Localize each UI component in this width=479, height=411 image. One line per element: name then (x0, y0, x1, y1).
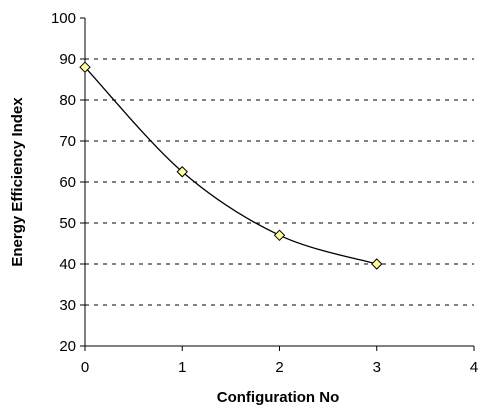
x-tick-label: 2 (275, 359, 283, 376)
y-tick-labels: 20 30 40 50 60 70 80 90 100 (51, 10, 76, 355)
y-tick-label: 30 (59, 297, 76, 314)
x-tick-label: 4 (470, 359, 478, 376)
y-tick-label: 20 (59, 338, 76, 355)
y-tick-label: 40 (59, 256, 76, 273)
x-tick-label: 3 (373, 359, 381, 376)
x-axis-title: Configuration No (217, 389, 339, 406)
data-point-marker (79, 61, 91, 73)
data-point-marker (176, 166, 188, 178)
axes (80, 17, 475, 351)
data-point-marker (371, 258, 383, 270)
y-tick-label: 80 (59, 92, 76, 109)
y-tick-label: 50 (59, 215, 76, 232)
y-tick-label: 60 (59, 174, 76, 191)
y-axis-title: Energy Efficiency Index (9, 97, 26, 267)
x-tick-labels: 0 1 2 3 4 (81, 359, 478, 376)
x-tick-label: 1 (178, 359, 186, 376)
y-tick-label: 90 (59, 51, 76, 68)
y-tick-label: 100 (51, 10, 76, 27)
x-tick-label: 0 (81, 359, 89, 376)
series-group (79, 61, 383, 270)
series-line (84, 66, 377, 265)
data-point-marker (273, 229, 286, 242)
gridlines (85, 58, 474, 306)
y-tick-label: 70 (59, 133, 76, 150)
